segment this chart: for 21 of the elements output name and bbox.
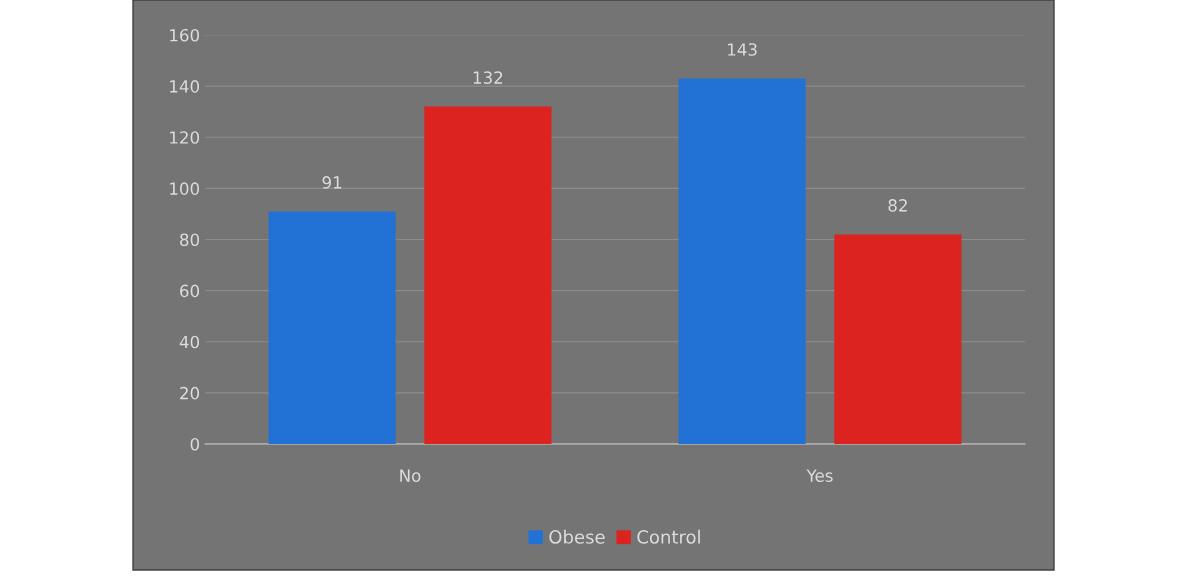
x-tick-label: No bbox=[400, 469, 421, 482]
legend-label: Control bbox=[637, 529, 700, 544]
y-tick-label: 80 bbox=[180, 233, 200, 247]
y-tick-label: 120 bbox=[170, 131, 200, 144]
y-tick-label: 60 bbox=[180, 284, 200, 298]
y-tick-label: 140 bbox=[170, 80, 200, 93]
y-tick-label: 20 bbox=[180, 386, 200, 400]
y-tick-label: 40 bbox=[179, 335, 200, 349]
y-tick-label: 100 bbox=[170, 182, 200, 195]
x-tick-label: Yes bbox=[806, 469, 833, 482]
bar bbox=[268, 211, 396, 444]
bar bbox=[424, 106, 552, 444]
y-tick-label: 160 bbox=[170, 28, 200, 42]
data-label: 132 bbox=[473, 71, 503, 84]
bar bbox=[678, 78, 806, 444]
data-label: 82 bbox=[888, 199, 907, 212]
bar bbox=[834, 234, 962, 444]
legend-label: Obese bbox=[549, 529, 605, 544]
data-label: 91 bbox=[322, 176, 342, 189]
y-tick-label: 0 bbox=[190, 437, 200, 451]
data-label: 143 bbox=[728, 43, 757, 56]
